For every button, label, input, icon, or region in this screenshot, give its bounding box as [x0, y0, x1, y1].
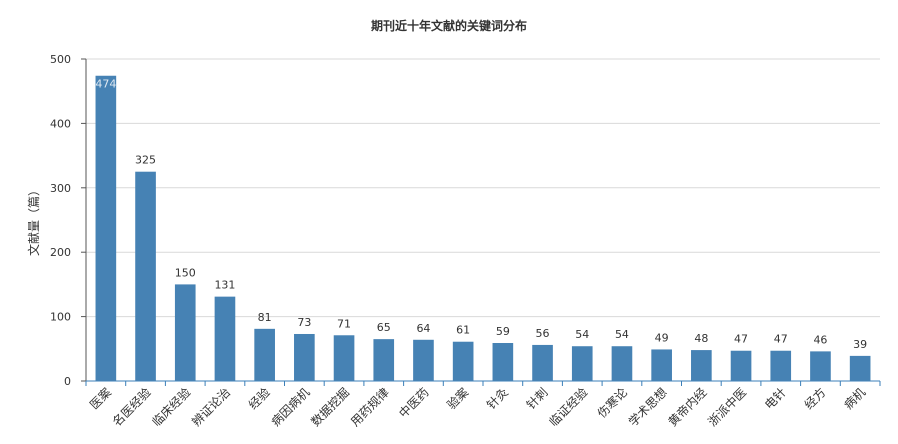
x-tick-label-0: 医案: [86, 385, 114, 413]
bars: [95, 75, 871, 381]
data-label-6: 71: [337, 317, 351, 330]
data-label-0: 474: [95, 78, 116, 91]
x-tick-label-9: 验案: [444, 385, 472, 413]
bar-0: [95, 75, 117, 381]
x-tick-label-18: 经方: [801, 385, 829, 413]
bar-14: [651, 349, 672, 381]
data-label-18: 46: [813, 333, 827, 346]
x-tick-label-3: 辨证论治: [189, 385, 233, 429]
data-label-4: 81: [258, 311, 272, 324]
data-label-10: 59: [496, 325, 510, 338]
data-label-7: 65: [377, 321, 391, 334]
bar-19: [849, 355, 871, 381]
bar-18: [810, 351, 831, 381]
y-tick-label-5: 500: [50, 53, 71, 66]
x-tick-label-17: 电针: [761, 385, 789, 413]
x-tick-label-10: 针灸: [483, 385, 511, 413]
data-label-16: 47: [734, 333, 748, 346]
bar-15: [691, 350, 712, 381]
gridlines: [86, 58, 880, 318]
x-tick-label-14: 学术思想: [625, 385, 670, 430]
bar-3: [214, 296, 236, 381]
x-tick-label-7: 用药规律: [347, 385, 392, 430]
y-tick-label-2: 200: [50, 246, 71, 259]
bar-4: [254, 328, 275, 381]
bar-10: [492, 343, 514, 381]
data-label-1: 325: [135, 154, 156, 167]
data-label-2: 150: [175, 266, 196, 279]
x-tick-label-12: 临证经验: [546, 385, 591, 430]
bar-13: [611, 346, 633, 381]
bar-9: [452, 341, 474, 381]
data-label-12: 54: [575, 328, 589, 341]
data-label-5: 73: [297, 316, 311, 329]
bar-2: [174, 284, 196, 381]
x-tick-label-13: 伤寒论: [594, 385, 630, 421]
data-label-3: 131: [214, 279, 235, 292]
data-label-19: 39: [853, 338, 867, 351]
bar-6: [333, 335, 355, 381]
bar-7: [373, 339, 395, 381]
x-tick-label-5: 病因病机: [268, 385, 313, 430]
y-tick-label-3: 300: [50, 182, 71, 195]
bar-5: [294, 333, 315, 381]
x-tick-label-11: 针刺: [523, 385, 551, 413]
x-tick-label-1: 名医经验: [109, 385, 154, 430]
y-axis-label: 文献量（篇）: [26, 184, 41, 256]
data-label-8: 64: [416, 322, 430, 335]
x-tick-label-19: 病机: [841, 385, 869, 413]
bar-11: [532, 344, 553, 381]
y-tick-label-0: 0: [64, 375, 71, 388]
bar-8: [413, 339, 434, 381]
axes: [81, 58, 881, 386]
bar-17: [770, 350, 792, 381]
x-tick-label-4: 经验: [245, 385, 273, 413]
x-tick-label-2: 临床经验: [149, 385, 194, 430]
y-tick-label-1: 100: [50, 311, 71, 324]
data-label-17: 47: [774, 333, 788, 346]
x-tick-label-16: 浙派中医: [705, 385, 750, 430]
chart-title: 期刊近十年文献的关键词分布: [371, 18, 527, 33]
bar-12: [571, 346, 593, 381]
x-tick-label-8: 中医药: [395, 385, 431, 421]
bar-1: [135, 171, 156, 381]
data-label-13: 54: [615, 328, 629, 341]
data-label-9: 61: [456, 324, 470, 337]
data-label-15: 48: [694, 332, 708, 345]
x-tick-label-15: 黄帝内经: [665, 385, 710, 430]
data-label-11: 56: [536, 327, 550, 340]
data-label-14: 49: [655, 331, 669, 344]
x-tick-label-6: 数据挖掘: [308, 385, 353, 430]
bar-16: [730, 350, 752, 381]
y-tick-label-4: 400: [50, 117, 71, 130]
